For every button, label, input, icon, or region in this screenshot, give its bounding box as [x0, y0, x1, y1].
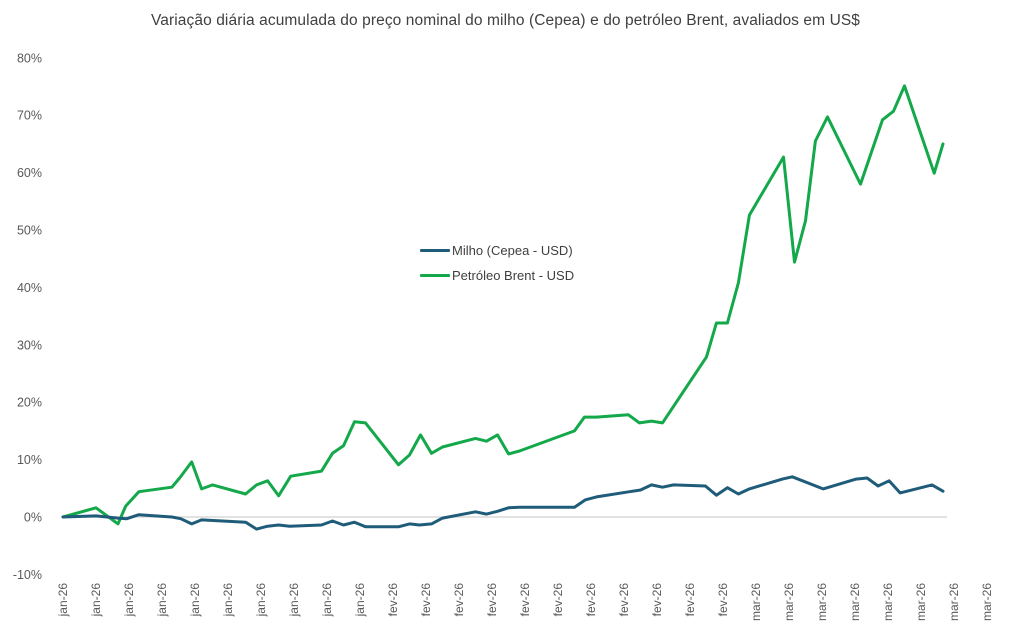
x-tick-label: fev-26: [716, 583, 730, 617]
x-tick-label: jan-26: [155, 583, 169, 618]
y-tick-label: -10%: [13, 568, 42, 582]
x-tick-label: fev-26: [650, 583, 664, 617]
x-tick-label: mar-26: [782, 583, 796, 621]
x-tick-label: jan-26: [188, 583, 202, 618]
x-tick-label: fev-26: [452, 583, 466, 617]
y-tick-label: 60%: [17, 166, 42, 180]
x-tick-label: fev-26: [617, 583, 631, 617]
series-line-milho: [61, 475, 945, 531]
y-tick-label: 70%: [17, 109, 42, 123]
legend-item-milho: Milho (Cepea - USD): [420, 238, 574, 263]
x-tick-label: fev-26: [485, 583, 499, 617]
x-tick-label: mar-26: [980, 583, 994, 621]
x-tick-label: fev-26: [386, 583, 400, 617]
series-lines: [61, 84, 945, 531]
x-tick-label: fev-26: [683, 583, 697, 617]
y-axis: -10% 0% 10% 20% 30% 40% 50% 60% 70% 80%: [13, 51, 42, 582]
x-tick-label: mar-26: [848, 583, 862, 621]
y-tick-label: 20%: [17, 396, 42, 410]
x-tick-label: jan-26: [122, 583, 136, 618]
legend-label-brent: Petróleo Brent - USD: [452, 268, 575, 283]
x-tick-label: jan-26: [287, 583, 301, 618]
x-tick-label: mar-26: [914, 583, 928, 621]
x-tick-label: fev-26: [518, 583, 532, 617]
x-tick-label: fev-26: [551, 583, 565, 617]
x-tick-label: jan-26: [254, 583, 268, 618]
x-tick-label: fev-26: [584, 583, 598, 617]
x-tick-label: jan-26: [56, 583, 70, 618]
x-axis: jan-26 jan-26 jan-26 jan-26 jan-26 jan-26 jan-…: [56, 583, 994, 621]
y-tick-label: 0%: [24, 511, 42, 525]
legend-item-brent: Petróleo Brent - USD: [420, 263, 574, 288]
x-tick-label: jan-26: [89, 583, 103, 618]
x-tick-label: fev-26: [419, 583, 433, 617]
y-tick-label: 30%: [17, 338, 42, 352]
legend-swatch-milho: [420, 249, 450, 252]
x-tick-label: jan-26: [353, 583, 367, 618]
chart-legend: Milho (Cepea - USD) Petróleo Brent - USD: [420, 238, 574, 288]
x-tick-label: jan-26: [221, 583, 235, 618]
legend-label-milho: Milho (Cepea - USD): [452, 243, 573, 258]
x-tick-label: mar-26: [749, 583, 763, 621]
x-tick-label: mar-26: [947, 583, 961, 621]
series-line-brent: [61, 84, 945, 526]
x-tick-label: mar-26: [815, 583, 829, 621]
chart-title: Variação diária acumulada do preço nomin…: [150, 12, 861, 29]
x-tick-label: mar-26: [881, 583, 895, 621]
x-tick-label: jan-26: [320, 583, 334, 618]
y-tick-label: 10%: [17, 453, 42, 467]
legend-swatch-brent: [420, 274, 450, 277]
y-tick-label: 40%: [17, 281, 42, 295]
y-tick-label: 80%: [17, 51, 42, 65]
y-tick-label: 50%: [17, 224, 42, 238]
